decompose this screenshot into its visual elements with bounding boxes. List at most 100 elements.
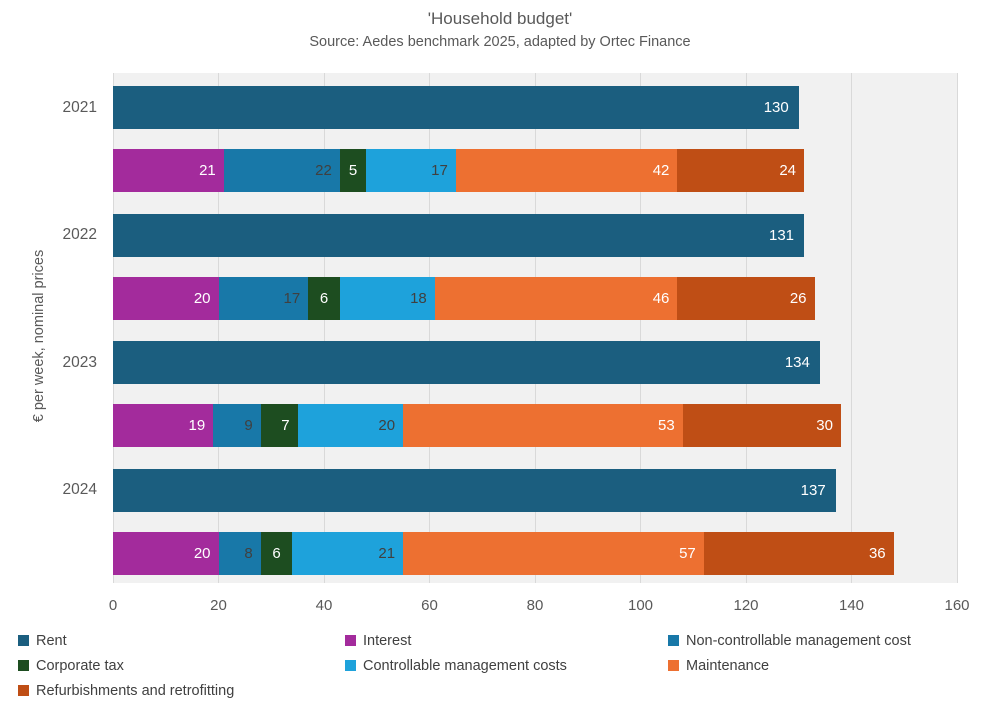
bar-segment-refurbishments-and-retrofitting: 24 [677, 149, 804, 192]
legend-label: Rent [36, 632, 67, 649]
legend-swatch [18, 635, 29, 646]
category-label: 2021 [62, 98, 97, 116]
bar-value-label: 26 [789, 289, 807, 307]
chart-title: 'Household budget' [427, 9, 573, 28]
bar-segment-maintenance: 42 [455, 149, 678, 192]
gridline [534, 73, 536, 583]
bar-segment-controllable-management-costs: 17 [366, 149, 456, 192]
x-axis-tick-label: 100 [627, 597, 654, 614]
bar-segment-refurbishments-and-retrofitting: 26 [677, 276, 815, 320]
bar-segment-maintenance: 46 [434, 276, 678, 320]
bar-costs-stack: 20 8 6 21 57 36 [113, 531, 957, 575]
gridline [956, 73, 958, 583]
bar-segment-non-controllable-management-cost: 8 [218, 531, 261, 575]
category-label: 2022 [62, 226, 97, 243]
bar-value-label: 5 [348, 162, 358, 179]
bar-value-label: 20 [193, 544, 211, 562]
gridline [323, 73, 325, 583]
bar-value-label: 19 [188, 417, 206, 434]
legend-swatch [345, 635, 356, 646]
gridline [112, 73, 114, 583]
bar-value-label: 46 [652, 289, 670, 307]
bar-value-label: 20 [193, 289, 211, 307]
gridline [429, 73, 430, 583]
gridline [851, 73, 852, 583]
bar-value-label: 21 [378, 544, 396, 562]
bar-value-label: 42 [652, 162, 670, 179]
legend-item-controllable-management-costs: Controllable management costs [345, 658, 668, 674]
bar-segment-controllable-management-costs: 20 [297, 404, 404, 447]
bar-rent: 130 [113, 86, 799, 129]
legend-item-non-controllable-management-cost: Non-controllable management cost [668, 633, 982, 649]
bar-value-label: 6 [319, 289, 329, 307]
legend-label: Corporate tax [36, 657, 124, 674]
bar-segment-corporate-tax: 7 [260, 404, 298, 447]
category-label: 2024 [62, 481, 97, 498]
bar-value-label: 24 [779, 162, 796, 179]
legend-swatch [18, 660, 29, 671]
bar-value-label: 8 [244, 544, 253, 562]
legend-item-rent: Rent [18, 633, 345, 649]
bar-value-label: 30 [816, 417, 833, 434]
bar-segment-corporate-tax: 5 [339, 149, 367, 192]
x-axis-tick-label: 160 [944, 597, 970, 614]
x-axis-tick-label: 20 [210, 597, 227, 614]
bar-rent: 134 [113, 341, 820, 384]
bar-segment-refurbishments-and-retrofitting: 30 [682, 404, 841, 447]
bar-value-label: 6 [272, 544, 281, 562]
bar-value-label: 17 [431, 162, 448, 179]
legend-label: Interest [363, 632, 412, 649]
bar-segment-interest: 20 [113, 276, 219, 320]
bar-value-label: 22 [315, 162, 332, 179]
legend-swatch [668, 660, 679, 671]
x-axis-tick-label: 140 [838, 597, 865, 614]
bar-segment-interest: 21 [113, 149, 224, 192]
bar-value-label: 21 [199, 162, 216, 179]
bar-value-label: 17 [283, 289, 301, 307]
bar-value-label: 18 [410, 289, 427, 307]
bar-segment-interest: 19 [113, 404, 214, 447]
bar-value-label: 134 [784, 354, 810, 371]
bar-value-label: 130 [763, 99, 789, 116]
bar-segment-controllable-management-costs: 21 [292, 531, 404, 575]
legend: Rent Interest Non-controllable management … [18, 628, 982, 703]
gridline [640, 73, 641, 583]
legend-item-interest: Interest [345, 633, 668, 649]
legend-label: Non-controllable management cost [686, 632, 911, 649]
bar-value-label: 131 [768, 226, 795, 244]
bar-rent: 137 [113, 468, 836, 512]
bar-segment-corporate-tax: 6 [260, 531, 293, 575]
bar-segment-non-controllable-management-cost: 9 [213, 404, 261, 447]
bar-value-label: 7 [281, 417, 290, 434]
bar-value-label: 57 [679, 544, 696, 562]
x-axis-tick-label: 40 [315, 597, 333, 614]
bar-value-label: 20 [378, 417, 396, 434]
legend-item-refurbishments-and-retrofitting: Refurbishments and retrofitting [18, 683, 345, 699]
gridline [218, 73, 219, 583]
x-axis-tick-label: 80 [526, 597, 544, 614]
bar-value-label: 137 [800, 481, 826, 499]
bar-segment-controllable-management-costs: 18 [339, 276, 435, 320]
legend-label: Controllable management costs [363, 657, 567, 674]
bar-segment-refurbishments-and-retrofitting: 36 [703, 531, 894, 575]
gridline [745, 73, 747, 583]
bar-segment-non-controllable-management-cost: 22 [223, 149, 340, 192]
legend-label: Maintenance [686, 657, 770, 674]
x-axis-tick-label: 60 [421, 597, 438, 614]
legend-swatch [668, 635, 679, 646]
legend-item-corporate-tax: Corporate tax [18, 658, 345, 674]
chart-subtitle: Source: Aedes benchmark 2025, adapted by… [309, 34, 691, 50]
legend-swatch [345, 660, 356, 671]
bar-value-label: 9 [244, 417, 253, 434]
bar-segment-maintenance: 53 [403, 404, 683, 447]
plot-area: 130 21 22 5 17 42 24 131 20 17 6 18 46 26 134 19 9 7 20 53 3… [112, 73, 958, 583]
bar-segment-non-controllable-management-cost: 17 [218, 276, 309, 320]
bar-segment-interest: 20 [113, 531, 219, 575]
bar-segment-maintenance: 57 [403, 531, 704, 575]
legend-label: Refurbishments and retrofitting [36, 682, 235, 699]
x-axis-tick-label: 0 [108, 597, 118, 614]
bar-value-label: 53 [657, 417, 675, 434]
bar-costs-stack: 20 17 6 18 46 26 [113, 276, 957, 320]
category-label: 2023 [62, 353, 97, 371]
y-axis-title: € per week, nominal prices [31, 249, 47, 423]
